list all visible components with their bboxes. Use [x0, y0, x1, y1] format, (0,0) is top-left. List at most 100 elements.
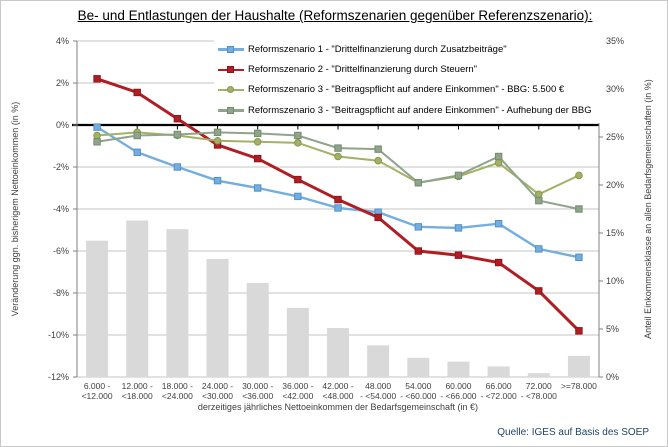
left-tick-label: -10%: [48, 330, 69, 340]
left-tick-label: 2%: [56, 78, 69, 88]
data-point-marker: [133, 131, 141, 140]
data-point-marker: [575, 253, 583, 262]
bar: [327, 328, 349, 377]
category-label: 60.000: [445, 381, 471, 391]
data-point-marker: [454, 224, 463, 232]
category-label: 54.000: [405, 381, 431, 391]
x-axis-title: derzeitiges jährliches Nettoeinkommen de…: [197, 402, 479, 412]
data-point-marker: [173, 115, 182, 123]
bar: [86, 240, 109, 377]
category-label: >=78.000: [561, 381, 597, 391]
bar: [487, 366, 510, 377]
bar: [246, 282, 269, 377]
data-point-marker: [133, 148, 141, 157]
right-tick-label: 5%: [606, 324, 619, 334]
data-point-marker: [253, 129, 262, 138]
data-point-marker: [294, 139, 302, 147]
category-label: 6.000 -: [84, 381, 111, 391]
data-point-marker: [253, 138, 262, 146]
category-label: - <78.000: [521, 391, 557, 401]
data-point-marker: [575, 171, 583, 180]
data-point-marker: [93, 75, 101, 83]
right-tick-label: 10%: [606, 276, 624, 286]
left-tick-label: -8%: [53, 288, 69, 298]
data-point-marker: [294, 175, 302, 184]
category-label: - <60.000: [400, 391, 436, 401]
legend-item: Reformszenario 3 - "Beitragspflicht auf …: [218, 100, 604, 120]
data-point-marker: [535, 196, 543, 205]
bar: [166, 229, 189, 377]
bar: [567, 355, 590, 377]
data-point-marker: [133, 88, 141, 97]
category-label: 72.000: [526, 381, 552, 391]
category-label: 12.000 -: [122, 381, 153, 391]
chart-title: Be- und Entlastungen der Haushalte (Refo…: [77, 8, 593, 23]
category-label: <42.000: [282, 391, 313, 401]
bar: [367, 345, 390, 377]
data-point-marker: [213, 176, 222, 185]
data-point-marker: [575, 327, 583, 335]
source-note: Quelle: IGES auf Basis des SOEP: [497, 427, 649, 438]
data-point-marker: [454, 251, 463, 259]
category-label: <18.000: [122, 391, 153, 401]
data-point-marker: [93, 123, 101, 131]
category-label: <30.000: [202, 391, 233, 401]
data-point-marker: [253, 154, 262, 163]
legend-item: Reformszenario 3 - "Beitragspflicht auf …: [218, 80, 604, 100]
legend-marker-icon: [218, 45, 244, 53]
right-tick-label: 20%: [606, 180, 624, 190]
right-tick-label: 30%: [606, 84, 624, 94]
bar: [286, 307, 309, 377]
data-point-marker: [494, 258, 503, 267]
legend-marker-icon: [218, 66, 244, 74]
legend-marker-icon: [218, 106, 244, 114]
right-tick-label: 35%: [606, 36, 624, 46]
category-label: 66.000: [486, 381, 512, 391]
left-tick-label: -2%: [53, 162, 69, 172]
data-point-marker: [93, 138, 101, 146]
right-tick-label: 0%: [606, 372, 619, 382]
bar: [527, 373, 550, 377]
data-point-marker: [494, 220, 503, 228]
legend-label: Reformszenario 3 - "Beitragspflicht auf …: [248, 84, 565, 96]
data-point-marker: [334, 152, 342, 161]
data-point-marker: [334, 204, 342, 212]
legend-label: Reformszenario 3 - "Beitragspflicht auf …: [248, 104, 592, 116]
data-point-marker: [213, 136, 222, 145]
left-tick-label: -4%: [53, 204, 69, 214]
bar: [447, 361, 470, 377]
legend-label: Reformszenario 2 - "Drittelfinanzierung …: [248, 64, 478, 76]
legend-label: Reformszenario 1 - "Drittelfinanzierung …: [248, 43, 507, 55]
left-axis-title: Veränderung ggn. bisherigem Nettoeinkomm…: [10, 102, 20, 317]
right-axis-title: Anteil Einkommensklasse an allen Bedarfs…: [643, 79, 653, 339]
category-label: - <66.000: [440, 391, 476, 401]
data-point-marker: [173, 130, 182, 139]
left-tick-label: 4%: [56, 36, 69, 46]
bar: [407, 357, 430, 377]
legend-marker-icon: [218, 86, 244, 94]
data-point-marker: [294, 192, 302, 201]
data-point-marker: [414, 179, 423, 187]
data-point-marker: [374, 213, 382, 222]
category-label: <24.000: [162, 391, 193, 401]
category-label: 42.000 -: [322, 381, 353, 391]
category-label: <48.000: [323, 391, 354, 401]
category-label: - <72.000: [481, 391, 517, 401]
data-point-marker: [173, 163, 182, 171]
data-point-marker: [93, 131, 101, 140]
category-label: 30.000 -: [242, 381, 273, 391]
bar: [126, 220, 149, 377]
data-point-marker: [253, 184, 262, 192]
data-point-marker: [294, 131, 302, 140]
right-tick-label: 25%: [606, 132, 624, 142]
category-label: 36.000 -: [282, 381, 313, 391]
legend-item: Reformszenario 2 - "Drittelfinanzierung …: [218, 59, 604, 79]
data-point-marker: [334, 144, 342, 152]
data-point-marker: [414, 223, 423, 231]
data-point-marker: [535, 287, 543, 295]
data-point-marker: [414, 247, 423, 255]
data-point-marker: [494, 152, 503, 161]
left-tick-label: 0%: [56, 120, 69, 130]
